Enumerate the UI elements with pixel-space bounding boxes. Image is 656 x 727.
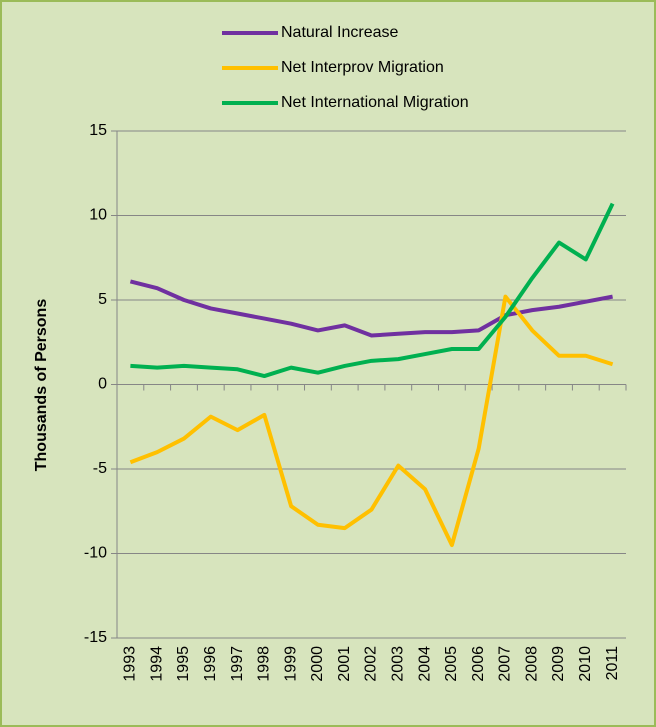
x-tick-label: 2009 [550, 646, 567, 682]
legend-label: Net Interprov Migration [281, 59, 444, 76]
x-tick-label: 2008 [523, 646, 540, 682]
y-tick-label: 5 [98, 291, 107, 308]
x-tick-label: 2010 [577, 646, 594, 682]
legend-label: Net International Migration [281, 94, 469, 111]
x-tick-label: 1993 [122, 646, 139, 682]
y-tick-label: 15 [89, 122, 107, 139]
x-tick-label: 2007 [497, 646, 514, 682]
x-tick-label: 2011 [604, 646, 621, 681]
x-tick-label: 1994 [148, 646, 165, 682]
x-tick-label: 2001 [336, 646, 353, 682]
x-tick-label: 2000 [309, 646, 326, 682]
x-tick-label: 2002 [363, 646, 380, 682]
y-tick-label: -5 [93, 460, 107, 477]
y-tick-label: 10 [89, 207, 107, 224]
x-tick-label: 1997 [229, 646, 246, 682]
x-tick-label: 2004 [416, 646, 433, 682]
x-tick-label: 1995 [175, 646, 192, 682]
y-tick-label: -15 [84, 629, 107, 646]
series-line [129, 294, 614, 548]
x-tick-label: 2006 [470, 646, 487, 682]
x-tick-label: 1996 [202, 646, 219, 682]
series-line [129, 279, 613, 338]
x-tick-label: 1998 [256, 646, 273, 682]
x-tick-label: 1999 [282, 646, 299, 682]
y-axis-label: Thousands of Persons [33, 299, 50, 472]
x-tick-label: 2005 [443, 646, 460, 682]
series-line [130, 202, 615, 379]
y-tick-label: 0 [98, 376, 107, 393]
y-tick-label: -10 [84, 545, 107, 562]
legend-label: Natural Increase [281, 24, 398, 41]
x-tick-label: 2003 [390, 646, 407, 682]
